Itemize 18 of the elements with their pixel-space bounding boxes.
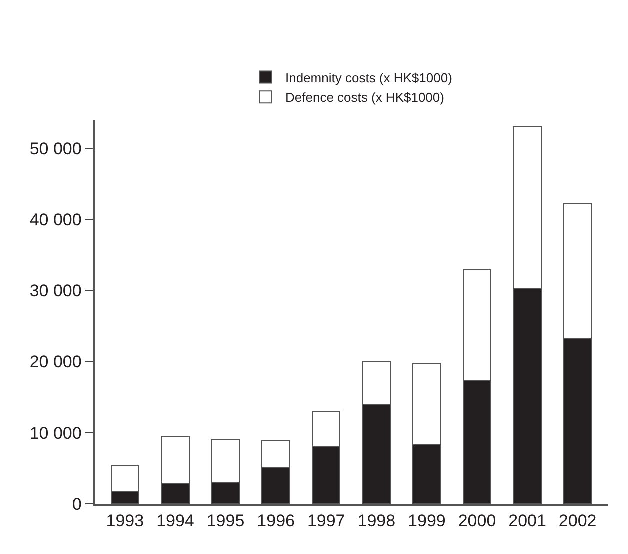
x-tick-label: 1999 [408,511,446,530]
x-tick-label: 1994 [156,511,194,530]
x-tick-label: 1996 [257,511,295,530]
y-tick-label: 50 000 [30,139,82,158]
x-tick-label: 1995 [206,511,245,530]
x-tick-label: 1997 [307,511,346,530]
legend-label: Indemnity costs (x HK$1000) [286,70,452,86]
x-tick-label: 2002 [558,511,597,530]
legend-label: Defence costs (x HK$1000) [286,90,444,106]
y-tick-label: 0 [72,494,82,514]
y-tick-label: 40 000 [30,210,82,230]
x-tick-label: 1998 [358,511,396,530]
x-tick-label: 2000 [458,511,496,530]
y-tick-label: 30 000 [30,282,82,301]
x-tick-label: 2001 [508,511,546,530]
x-tick-label: 1993 [106,511,144,530]
y-tick-label: 10 000 [30,424,82,443]
y-tick-label: 20 000 [30,352,82,372]
